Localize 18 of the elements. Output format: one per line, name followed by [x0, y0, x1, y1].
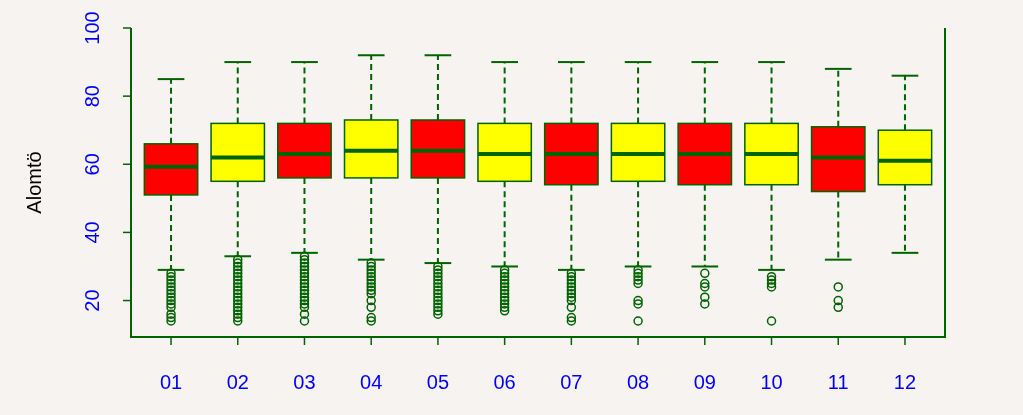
y-tick-label: 80: [81, 85, 103, 108]
x-tick-label: 12: [893, 371, 917, 393]
y-tick-label: 20: [81, 289, 103, 312]
x-tick-label: 03: [293, 371, 316, 393]
x-tick-label: 02: [226, 371, 249, 393]
y-tick-label: 40: [81, 221, 103, 244]
x-tick-label: 10: [760, 371, 783, 393]
x-tick-label: 07: [560, 371, 583, 393]
y-tick-label: 100: [81, 11, 103, 45]
y-tick-label: 60: [81, 153, 103, 176]
x-tick-label: 08: [626, 371, 650, 393]
x-tick-label: 09: [693, 371, 716, 393]
x-tick-label: 11: [827, 371, 849, 393]
x-tick-label: 04: [360, 371, 383, 393]
x-tick-label: 06: [493, 371, 516, 393]
x-tick-label: 01: [159, 371, 183, 393]
x-tick-label: 05: [426, 371, 450, 393]
y-axis-title: Alomtö: [23, 151, 45, 214]
